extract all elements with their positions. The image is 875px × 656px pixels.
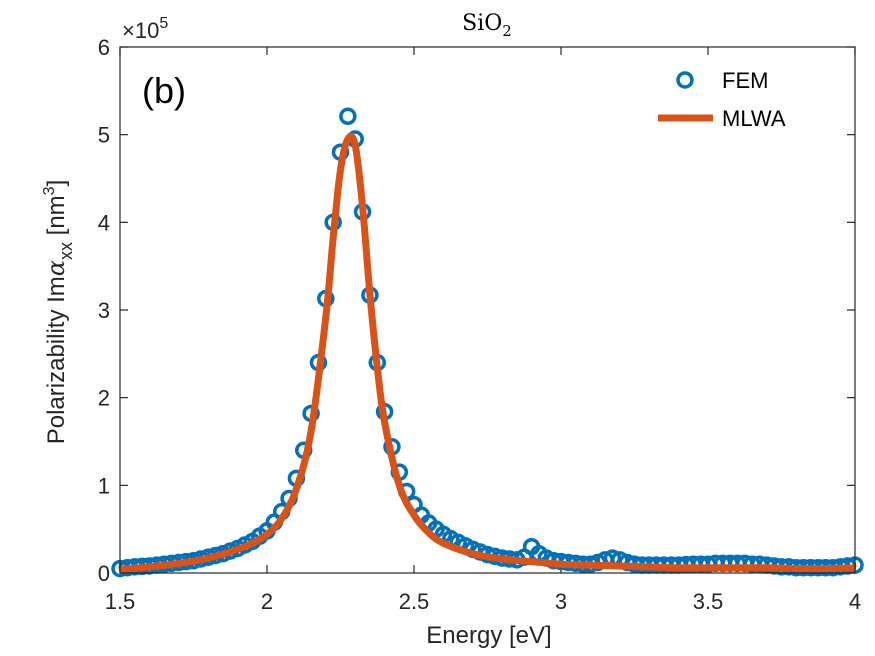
y-axis-label-superscript: 3 (41, 186, 58, 195)
x-tick-label: 2 (261, 589, 273, 614)
y-tick-label: 1 (98, 473, 110, 498)
y-scale-exponent: 5 (159, 15, 168, 32)
fem-point (339, 107, 357, 126)
tick-labels: 1.5 2 2.5 3 3.5 4 0 1 2 3 4 5 6 (98, 35, 861, 614)
legend-fem-label: FEM (722, 68, 768, 93)
series-mlwa-line (119, 132, 856, 573)
y-axis-label-unit: [nm (43, 195, 70, 242)
axes-box (119, 46, 856, 574)
x-tick-label: 3.5 (693, 589, 724, 614)
x-tick-label: 1.5 (105, 589, 136, 614)
chart-title-subscript: 2 (502, 22, 512, 40)
y-axis-label: Polarizability Imαxx [nm3] (41, 180, 76, 445)
y-tick-label: 0 (98, 561, 110, 586)
panel-label: (b) (142, 70, 186, 111)
y-tick-label: 2 (98, 386, 110, 411)
x-tick-label: 2.5 (399, 589, 430, 614)
y-tick-label: 6 (98, 35, 110, 60)
y-axis-label-prefix: Polarizability Im (43, 276, 70, 444)
x-tick-label: 3 (555, 589, 567, 614)
y-tick-label: 5 (98, 123, 110, 148)
y-scale-factor: ×105 (122, 15, 168, 43)
chart-title-text: SiO (462, 11, 502, 36)
x-axis-label: Energy [eV] (426, 622, 551, 649)
legend-mlwa-label: MLWA (722, 106, 786, 131)
x-tick-label: 4 (849, 589, 861, 614)
y-tick-label: 3 (98, 298, 110, 323)
y-axis-label-greek: α (42, 260, 70, 276)
y-axis-label-close: ] (43, 180, 70, 187)
y-scale-base: ×10 (122, 18, 159, 43)
legend: FEM MLWA (658, 68, 786, 131)
legend-fem-marker (676, 71, 694, 89)
y-tick-label: 4 (98, 210, 110, 235)
y-axis-label-subscript: xx (56, 242, 76, 260)
chart-title: SiO2 (462, 11, 512, 40)
plot-area (111, 107, 864, 578)
